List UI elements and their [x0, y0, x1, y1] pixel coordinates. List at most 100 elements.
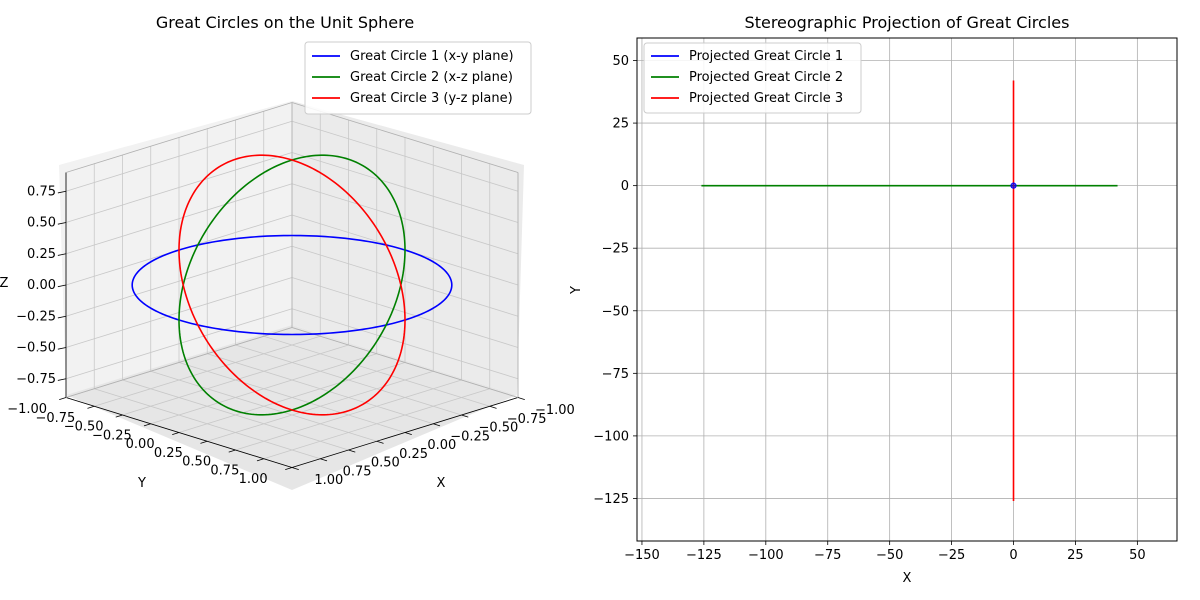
y-tick-label-2d-2: −75: [602, 367, 629, 382]
grid3d-floor-y-2: [122, 344, 349, 416]
y-tick-label-2d-3: −50: [602, 304, 629, 319]
legend-3d-label-2: Great Circle 2 (x-z plane): [350, 70, 513, 85]
y-tick-label-3d-4: 0.00: [126, 437, 155, 452]
grid3d-wall-a-z-4: [65, 183, 293, 255]
legend-3d: Great Circle 1 (x-y plane) Great Circle …: [304, 41, 532, 115]
y-tick-label-3d-6: 0.50: [182, 455, 211, 470]
ticks-3d: −1.00−0.75−0.50−0.250.000.250.500.751.00…: [7, 184, 575, 488]
x-tick-label-3d-2: −0.50: [478, 421, 518, 436]
chart-3d-great-circles: Great Circles on the Unit Sphere −1.00−0…: [0, 13, 575, 491]
x-tick-label-3d-4: 0.00: [427, 438, 456, 453]
y-tick-label-3d-5: 0.25: [154, 446, 183, 461]
series-3d-great-circle-3: [178, 154, 406, 416]
grid3d-wall-b-z-5: [291, 152, 519, 223]
grid3d-floor-y-6: [235, 379, 462, 451]
y-tick-label-2d-0: −125: [593, 492, 629, 507]
z-tick-label-3d-5: 0.50: [27, 216, 56, 231]
x-tick-label-3d-7: 0.75: [343, 464, 372, 479]
y-tick-3d-8: [285, 467, 293, 470]
grid3d-wall-b-z-2: [291, 245, 519, 317]
pane-edge-floor-right: [291, 327, 519, 398]
ticks-2d: −150 −125 −100 −75 −50 −25 0 25 50 −125 −100 −75 −50…: [593, 54, 1145, 563]
grid3d-floor-y-4: [178, 362, 406, 433]
pane-back-right: [292, 101, 524, 395]
x-tick-3d-5: [376, 440, 384, 444]
grid3d-wall-b-z-0: [291, 308, 519, 380]
y-tick-label-3d-0: −1.00: [7, 402, 47, 417]
legend-2d-label-1: Projected Great Circle 1: [689, 49, 843, 64]
z-tick-label-3d-3: 0.00: [27, 278, 56, 293]
x-axis-label-2d: X: [903, 571, 912, 586]
x-tick-label-3d-0: −1.00: [535, 403, 575, 418]
z-tick-label-3d-6: 0.75: [27, 184, 56, 199]
x-tick-label-2d-3: −75: [814, 548, 841, 563]
chart-stereographic-projection: Stereographic Projection of Great Circle…: [569, 13, 1178, 586]
y-tick-label-3d-1: −0.75: [35, 411, 75, 426]
grid3d-wall-a-z-2: [65, 245, 293, 317]
z-tick-3d-4: [57, 253, 67, 256]
z-tick-3d-2: [57, 315, 67, 319]
y-tick-3d-3: [143, 423, 151, 427]
y-tick-label-2d-7: 50: [612, 54, 629, 69]
x-tick-3d-6: [348, 449, 356, 453]
z-tick-3d-3: [57, 284, 67, 288]
x-tick-label-2d-8: 50: [1129, 548, 1146, 563]
grid3d-wall-b-z-6: [291, 120, 519, 192]
z-tick-3d-6: [57, 190, 67, 194]
x-tick-3d-4: [404, 432, 412, 435]
chart-3d-title: Great Circles on the Unit Sphere: [156, 13, 414, 32]
x-tick-label-3d-5: 0.25: [399, 447, 428, 462]
legend-2d-box: [643, 42, 862, 114]
x-tick-3d-1: [489, 405, 497, 409]
grid3d-wall-a-z-0: [65, 308, 293, 380]
x-tick-label-2d-7: 25: [1067, 548, 1084, 563]
x-tick-label-2d-6: 0: [1009, 548, 1017, 563]
y-tick-3d-5: [200, 440, 208, 444]
y-tick-label-3d-8: 1.00: [239, 472, 268, 487]
z-tick-3d-1: [57, 347, 67, 350]
x-tick-label-2d-0: −150: [624, 548, 660, 563]
z-tick-3d-5: [57, 222, 67, 225]
x-tick-3d-7: [320, 458, 328, 462]
z-tick-label-3d-0: −0.75: [16, 372, 56, 387]
y-tick-label-2d-5: 0: [621, 179, 629, 194]
z-tick-label-3d-4: 0.25: [27, 247, 56, 262]
chart-2d-title: Stereographic Projection of Great Circle…: [745, 13, 1070, 32]
x-tick-label-3d-3: −0.25: [450, 429, 490, 444]
pane-edge-floor-left: [65, 327, 293, 398]
grid3d-floor-y-1: [94, 335, 321, 407]
legend-3d-label-3: Great Circle 3 (y-z plane): [350, 91, 513, 106]
grid3d-wall-b-z-4: [291, 183, 519, 255]
y-tick-label-3d-7: 0.75: [210, 463, 239, 478]
x-tick-3d-8: [291, 467, 299, 470]
x-tick-label-2d-5: −25: [938, 548, 965, 563]
y-tick-label-3d-2: −0.50: [64, 420, 104, 435]
pane-back-left: [59, 101, 292, 395]
legend-2d-label-2: Projected Great Circle 2: [689, 70, 843, 85]
grid3d-floor-y-7: [263, 388, 490, 460]
y-tick-3d-7: [256, 458, 264, 462]
plot-area-frame: [636, 37, 1178, 542]
y-tick-3d-2: [115, 414, 123, 418]
y-axis-label-2d: Y: [569, 286, 584, 295]
x-tick-label-2d-1: −125: [686, 548, 722, 563]
y-tick-3d-4: [172, 432, 180, 435]
z-tick-3d-0: [57, 378, 67, 381]
series-3d-great-circle-2: [178, 154, 406, 416]
z-axis-label-3d: Z: [0, 276, 9, 291]
series-2d: [701, 80, 1118, 501]
y-tick-label-2d-4: −25: [602, 242, 629, 257]
grid3d-wall-a-z-5: [65, 152, 293, 223]
grid3d-wall-a-z-6: [65, 120, 293, 192]
y-tick-label-2d-6: 25: [612, 117, 629, 132]
legend-2d-label-3: Projected Great Circle 3: [689, 91, 843, 106]
grid3d-floor-y-3: [150, 353, 377, 425]
grid3d-floor-y-5: [207, 370, 434, 442]
x-tick-label-3d-6: 0.50: [371, 456, 400, 471]
x-tick-label-3d-1: −0.75: [507, 412, 547, 427]
y-axis-label-3d: Y: [137, 476, 146, 491]
legend-3d-label-1: Great Circle 1 (x-y plane): [350, 49, 514, 64]
y-tick-label-3d-3: −0.25: [92, 428, 132, 443]
z-tick-label-3d-2: −0.25: [16, 309, 56, 324]
